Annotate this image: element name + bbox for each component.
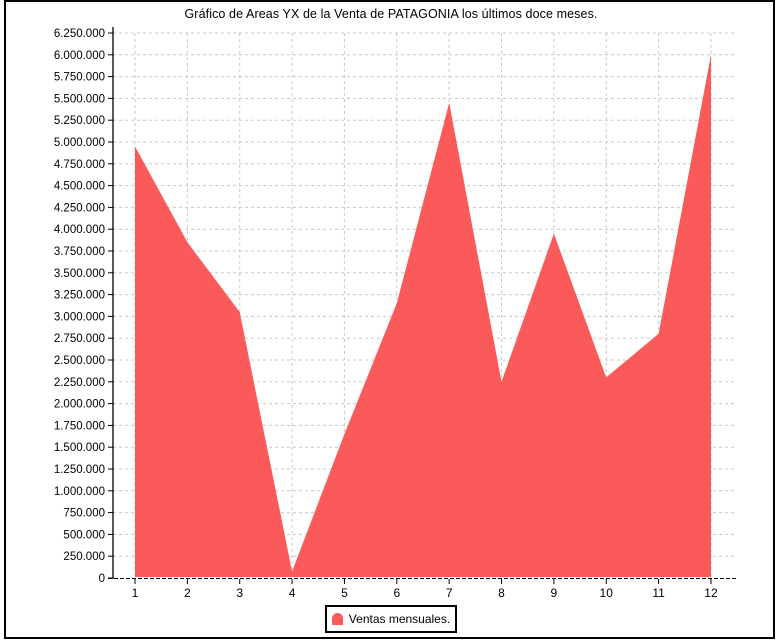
x-axis-tick-label: 10 bbox=[600, 586, 614, 600]
x-axis-tick-label: 9 bbox=[551, 586, 558, 600]
legend: Ventas mensuales. bbox=[325, 605, 457, 633]
x-axis-tick-label: 12 bbox=[704, 586, 718, 600]
chart-title: Gráfico de Areas YX de la Venta de PATAG… bbox=[184, 7, 598, 21]
y-axis-tick-label: 3.250.000 bbox=[54, 290, 105, 302]
y-axis-tick-label: 4.500.000 bbox=[54, 181, 105, 193]
y-axis-tick-label: 2.750.000 bbox=[54, 333, 105, 345]
y-axis-tick-label: 4.000.000 bbox=[54, 224, 105, 236]
x-axis-tick-label: 4 bbox=[289, 586, 296, 600]
y-axis-tick-label: 6.250.000 bbox=[54, 28, 105, 40]
y-axis-tick-label: 500.000 bbox=[63, 529, 105, 541]
y-axis-tick-label: 5.000.000 bbox=[54, 137, 105, 149]
y-axis-tick-label: 4.250.000 bbox=[54, 202, 105, 214]
x-axis-tick-label: 8 bbox=[498, 586, 505, 600]
x-axis-tick-label: 6 bbox=[393, 586, 400, 600]
area-series-marker-icon bbox=[331, 613, 343, 625]
y-axis-tick-label: 5.250.000 bbox=[54, 115, 105, 127]
x-axis-tick-label: 7 bbox=[446, 586, 453, 600]
y-axis-tick-label: 3.750.000 bbox=[54, 246, 105, 258]
y-axis-tick-label: 4.750.000 bbox=[54, 159, 105, 171]
y-axis-tick-label: 6.000.000 bbox=[54, 50, 105, 62]
y-axis-tick-label: 1.250.000 bbox=[54, 464, 105, 476]
y-axis-tick-label: 0 bbox=[99, 573, 105, 585]
y-axis-tick-label: 3.000.000 bbox=[54, 311, 105, 323]
y-axis-tick-label: 1.500.000 bbox=[54, 442, 105, 454]
y-axis-tick-label: 3.500.000 bbox=[54, 268, 105, 280]
x-axis-tick-label: 3 bbox=[236, 586, 243, 600]
x-axis-tick-label: 1 bbox=[132, 586, 139, 600]
x-axis-tick-label: 5 bbox=[341, 586, 348, 600]
legend-label: Ventas mensuales. bbox=[348, 612, 451, 626]
x-axis-tick-label: 2 bbox=[184, 586, 191, 600]
x-axis-tick-label: 11 bbox=[652, 586, 665, 600]
y-axis-tick-label: 5.750.000 bbox=[54, 72, 105, 84]
y-axis-tick-label: 2.000.000 bbox=[54, 399, 105, 411]
y-axis-tick-label: 2.250.000 bbox=[54, 377, 105, 389]
y-axis-tick-label: 5.500.000 bbox=[54, 93, 105, 105]
y-axis-tick-label: 1.000.000 bbox=[54, 486, 105, 498]
y-axis-tick-label: 250.000 bbox=[63, 551, 105, 563]
y-axis-tick-label: 2.500.000 bbox=[54, 355, 105, 367]
y-axis-tick-label: 1.750.000 bbox=[54, 420, 105, 432]
sales-area-series bbox=[135, 54, 711, 578]
y-axis-tick-label: 750.000 bbox=[63, 508, 105, 520]
